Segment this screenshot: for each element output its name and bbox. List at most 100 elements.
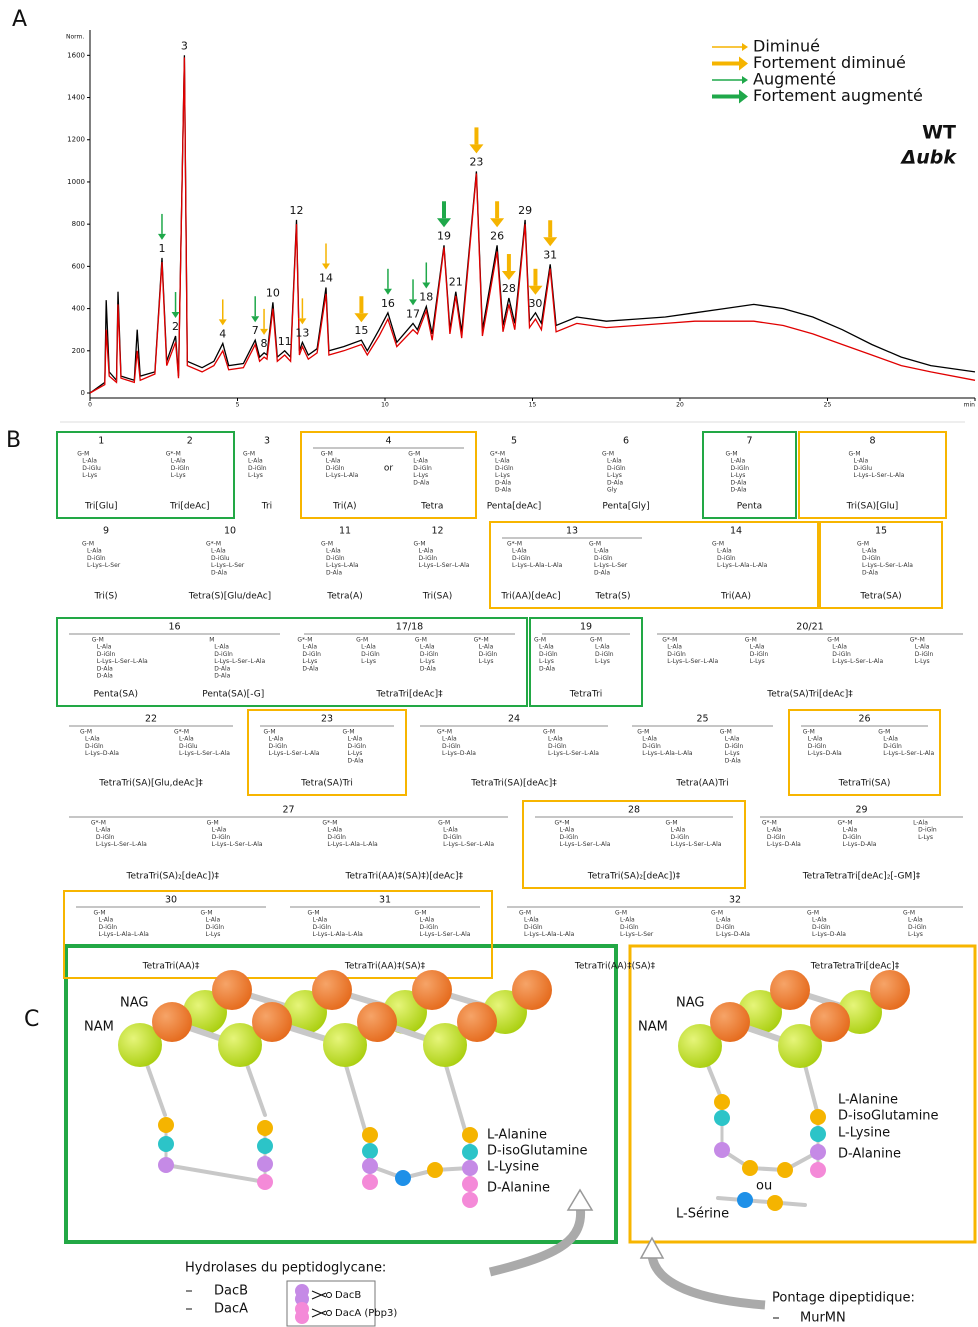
structure-line: D-Ala <box>725 757 741 764</box>
y-axis-label: Norm. <box>66 34 84 41</box>
peak-label: 19 <box>437 229 451 242</box>
structure-line: L-Lys–D-Ala <box>716 931 750 938</box>
structure-line: L-Ala <box>87 548 102 555</box>
muropeptide-name: Tri(A) <box>332 502 357 512</box>
structure-line: D-Ala <box>420 665 436 672</box>
structure-line: L-Lys–D-Ala <box>85 750 119 757</box>
muropeptide-number: 7 <box>746 436 752 447</box>
x-tick-label: 25 <box>824 402 832 409</box>
bead <box>212 970 252 1010</box>
key-label: DacB <box>335 1290 361 1301</box>
muropeptide-number: 6 <box>623 436 629 447</box>
x-tick-label: 0 <box>88 402 92 409</box>
structure-line: G-M <box>438 820 450 827</box>
structure-line: L-Ala <box>812 917 827 924</box>
trace <box>89 57 976 394</box>
structure-line: G-M <box>807 910 819 917</box>
structure-line: D-Ala <box>594 569 610 576</box>
structure-line: G-M <box>534 637 546 644</box>
structure-line: L-Ala <box>206 917 221 924</box>
structure-line: D-iGln <box>479 651 498 658</box>
structure-line: G-M <box>590 637 602 644</box>
structure-line: D-iGln <box>171 465 190 472</box>
structure-line: G*-M <box>555 820 570 827</box>
structure-line: G-M <box>903 910 915 917</box>
structure-line: D-iGln <box>908 924 927 931</box>
structure-line: L-Ala <box>716 917 731 924</box>
bead <box>152 1002 192 1042</box>
hydrolase: DacB <box>214 1284 248 1299</box>
structure-line: L-Ala <box>97 644 112 651</box>
arrow-head <box>218 319 227 326</box>
structure-line: D-iGln <box>420 651 439 658</box>
residue-label: D-isoGlutamine <box>487 1144 588 1159</box>
structure-line: L-Lys–L-Ser–L-Ala <box>671 841 722 848</box>
arrow-head <box>739 56 748 71</box>
structure-line: L-Lys–D-Ala <box>767 841 801 848</box>
residue-label: D-Alanine <box>838 1147 901 1162</box>
bead <box>710 1002 750 1042</box>
structure-line: G-M <box>321 451 333 458</box>
structure-line: L-Lys–L-Ser–L-Ala <box>96 841 147 848</box>
peak-label: 11 <box>278 335 292 348</box>
muropeptide-frame <box>522 800 746 889</box>
muropeptide-number: 2 <box>187 436 193 447</box>
structure-line: D-iGln <box>717 555 736 562</box>
muropeptide-number: 32 <box>729 895 741 906</box>
structure-line: L-Ala <box>82 458 97 465</box>
structure-line: L-Lys–L-Ser–L-Ala <box>419 562 470 569</box>
hydrolase: DacA <box>214 1302 248 1317</box>
muropeptide-number: 25 <box>696 714 708 725</box>
structure-line: L-Lys–L-Ala–L-Ala <box>717 562 768 569</box>
bead <box>295 1292 309 1306</box>
peak-label: 21 <box>449 276 463 289</box>
structure-line: D-iGln <box>212 834 231 841</box>
muropeptide-name: TetraTri(AA)‡(SA)‡)[deAc]‡ <box>344 872 463 882</box>
muropeptide-name: Tetra(A) <box>326 592 362 602</box>
scissors-ring <box>326 1310 332 1316</box>
structure-line: G*-M <box>206 541 221 548</box>
muropeptide-frame <box>798 431 947 519</box>
peak-label: 10 <box>266 286 280 299</box>
structure-line: L-Lys–L-Ser–L-Ala <box>560 841 611 848</box>
bead <box>767 1195 783 1211</box>
legend-label: Diminué <box>753 37 820 56</box>
bead <box>218 1023 262 1067</box>
structure-line: L-Ala <box>420 917 435 924</box>
structure-line: L-Ala <box>883 736 898 743</box>
structure-line: D-iGln <box>248 465 267 472</box>
structure-line: L-Ala <box>862 548 877 555</box>
muropeptide-name: Tri(SA)[Glu] <box>846 502 899 512</box>
structure-line: L-Ala <box>214 644 229 651</box>
structure-line: D-iGln <box>442 743 461 750</box>
structure-line: L-Lys <box>915 658 930 665</box>
bead <box>810 1144 826 1160</box>
structure-line: L-Ala <box>313 917 328 924</box>
structure-line: G-M <box>745 637 757 644</box>
muropeptide-name: Penta[deAc] <box>487 502 542 512</box>
muropeptide-name: Penta(SA)[-G] <box>202 690 264 700</box>
muropeptide-number: 23 <box>321 714 333 725</box>
x-tick-label: min <box>964 402 976 409</box>
structure-line: L-Ala <box>443 827 458 834</box>
structure-line: L-Lys–L-Ser–L-Ala <box>179 750 230 757</box>
key-box <box>286 1280 376 1327</box>
bead <box>158 1136 174 1152</box>
structure-line: L-Ala <box>524 917 539 924</box>
structure-line: D-Ala <box>495 487 511 494</box>
muropeptide-name: Tetra(S)[Glu/deAc] <box>188 592 271 602</box>
structure-line: G*-M <box>910 637 925 644</box>
structure-line: G*-M <box>762 820 777 827</box>
structure-line: G-M <box>602 451 614 458</box>
arrow-head <box>543 237 558 247</box>
structure-line: L-Ala <box>560 827 575 834</box>
structure-line: D-iGln <box>620 924 639 931</box>
muropeptide-number: 28 <box>628 805 640 816</box>
structure-line: L-Lys–L-Ala–L-Ala <box>524 931 575 938</box>
structure-line: L-Lys <box>420 658 435 665</box>
y-tick-label: 1400 <box>67 94 85 102</box>
structure-line: L-Ala <box>620 917 635 924</box>
arrow-head <box>742 76 748 84</box>
bead <box>714 1094 730 1110</box>
structure-line: L-Ala <box>595 644 610 651</box>
